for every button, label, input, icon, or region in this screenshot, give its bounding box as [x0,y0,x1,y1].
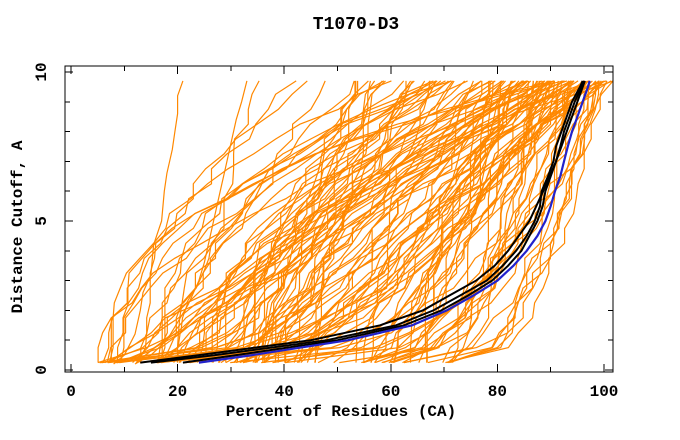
model-curve [293,80,572,363]
model-curve [116,80,564,363]
model-curve [393,80,587,363]
model-curve [383,80,593,364]
model-curve [298,80,490,363]
model-curve [225,80,454,363]
model-curve [151,80,376,364]
model-curve [107,80,524,364]
model-curve [118,80,585,364]
model-curve [333,80,552,364]
highlight-model [198,80,591,364]
model-curve [277,80,525,363]
model-curve [99,80,412,364]
model-curve [187,80,496,363]
plot-frame [64,65,614,373]
model-curve [285,80,503,363]
y-tick-label: 5 [33,216,51,226]
axes-layer: 0 20 40 60 80 100 0 5 10 [33,62,618,401]
model-curve [189,80,551,364]
model-curve [162,80,355,363]
x-tick-label: 100 [590,383,619,401]
model-curve [161,80,574,364]
model-curve [264,80,607,363]
model-curve [284,80,600,364]
model-curve [176,80,468,363]
model-curve [446,80,597,364]
model-curve [381,80,541,364]
model-curve [230,80,600,364]
model-curve [374,80,583,363]
best-model-3 [140,80,586,364]
x-tick-label: 20 [168,383,187,401]
model-curve [263,80,565,363]
model-curve [115,80,356,364]
curves-layer [97,80,614,365]
model-curve [137,80,308,363]
model-curve [445,80,597,364]
model-curve [178,80,359,364]
model-curve-left-outlier-1 [113,80,184,365]
model-curve [161,80,437,363]
model-curve [242,80,550,364]
model-curve [252,80,600,363]
y-tick-label: 10 [33,62,51,81]
model-curve [235,80,455,364]
model-curve [116,80,260,364]
model-curve [139,80,482,364]
model-curve [243,80,572,364]
model-curve [120,80,452,363]
model-curve [314,80,506,363]
model-curve [404,80,608,364]
model-curve [285,80,504,364]
x-tick-label: 0 [66,383,76,401]
model-curve [442,80,501,363]
chart-title: T1070-D3 [313,15,399,35]
model-curve [136,80,466,364]
model-curve [161,80,570,364]
model-curve [448,80,591,364]
model-curve [296,80,534,364]
x-axis-label: Percent of Residues (CA) [226,403,456,421]
model-curve [205,80,614,363]
model-curve-left-outlier-2 [134,80,248,365]
model-curve [106,80,405,363]
model-curve [200,80,524,364]
model-curve [104,80,326,364]
best-model-1 [150,80,584,364]
x-tick-label: 40 [275,383,294,401]
x-tick-label: 80 [488,383,507,401]
model-curve [388,80,570,364]
model-curve [370,80,532,363]
model-curve [392,80,545,364]
model-curve [450,80,563,363]
model-curve [160,80,520,364]
x-tick-label: 60 [381,383,400,401]
best-model-2 [182,80,586,364]
model-curve [272,80,494,364]
y-axis-label: Distance Cutoff, A [9,140,27,313]
model-curve [116,80,431,364]
y-tick-label: 0 [33,365,51,375]
model-curve [339,80,559,364]
